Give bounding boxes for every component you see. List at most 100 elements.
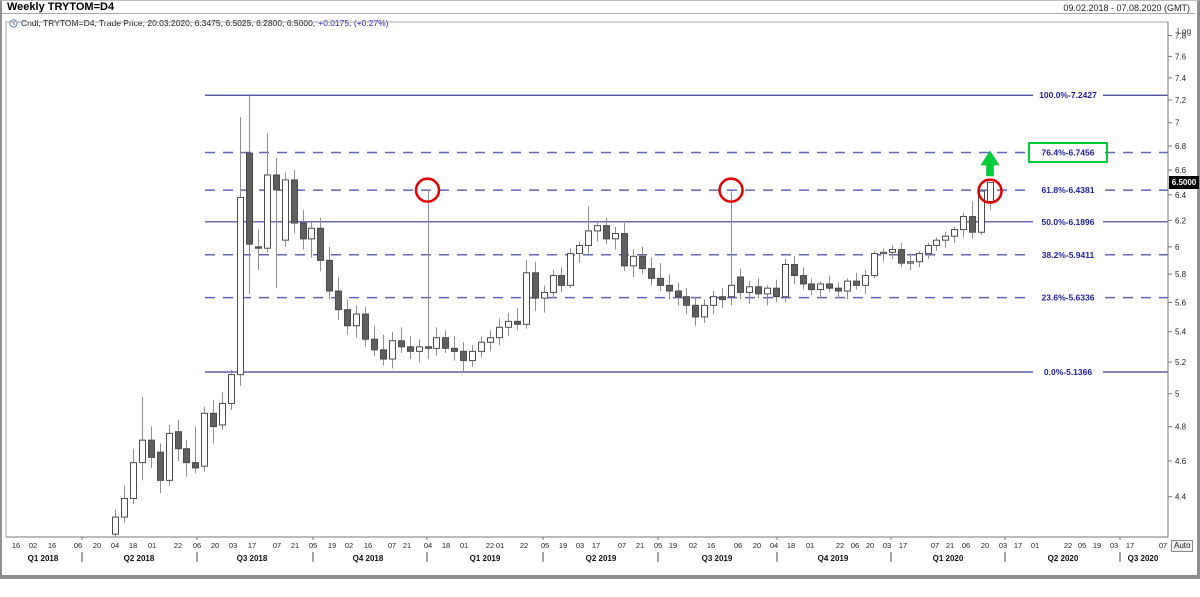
candle — [496, 326, 503, 339]
x-axis-tick-label: 02 — [345, 541, 353, 550]
fib-label-bg — [1033, 292, 1103, 303]
candle — [371, 338, 378, 351]
candle — [344, 309, 351, 327]
candle — [791, 264, 798, 277]
candle — [219, 402, 226, 426]
candle — [710, 296, 717, 306]
log-scale-label[interactable]: Log — [1177, 26, 1192, 36]
quarter-label: Q2 2020 — [1048, 554, 1079, 563]
legend-change-text: +0.0175; (+0.27%) — [318, 18, 389, 28]
fib-level-label: 23.6%-5.6336 — [1042, 293, 1095, 303]
x-axis-tick-label: 19 — [1093, 541, 1101, 550]
y-axis-tick-label: 7.4 — [1175, 74, 1187, 83]
auto-scale-button[interactable]: Auto — [1171, 540, 1194, 552]
candle — [862, 275, 869, 286]
candle — [933, 239, 940, 247]
x-axis-tick-label: 17 — [899, 541, 907, 550]
candle — [291, 179, 298, 224]
x-axis-tick-label: 02 — [689, 541, 697, 550]
x-axis-tick-label: 06 — [734, 541, 742, 550]
x-axis-tick-label: 01 — [806, 541, 814, 550]
fib-highlight-box — [1028, 142, 1108, 164]
x-axis-tick-label: 03 — [576, 541, 584, 550]
green-arrow-icon — [980, 150, 1000, 166]
candle — [621, 233, 628, 267]
candle — [987, 181, 994, 203]
candle — [808, 283, 815, 291]
candle — [532, 272, 539, 299]
x-axis-tick-label: 05 — [309, 541, 317, 550]
x-axis-tick-label: 07 — [388, 541, 396, 550]
y-axis-tick-label: 7.2 — [1175, 96, 1187, 105]
x-axis-tick-label: 21 — [291, 541, 299, 550]
candle — [612, 233, 619, 240]
red-circle-annotation — [414, 177, 441, 203]
x-axis-tick-label: 04 — [424, 541, 432, 550]
candle — [505, 320, 512, 328]
x-axis-tick-label: 03 — [229, 541, 237, 550]
candle — [782, 264, 789, 298]
fib-layer: 100.0%-7.2427 76.4%-6.7456 61.8%-6.4381 50.… — [205, 90, 1168, 378]
x-axis-tick-label: 22 — [520, 541, 528, 550]
quarter-label: Q2 2018 — [124, 554, 155, 563]
candle — [308, 227, 315, 240]
date-range-label: 09.02.2018 - 07.08.2020 (GMT) — [1063, 3, 1190, 13]
candle — [907, 261, 914, 264]
candle — [183, 448, 190, 464]
candle — [112, 516, 119, 535]
x-axis-tick-label: 01 — [496, 541, 504, 550]
candle — [237, 196, 244, 376]
x-axis-tick-label: 04 — [770, 541, 778, 550]
quarter-label: Q3 2020 — [1128, 554, 1159, 563]
x-axis-tick-label: 21 — [636, 541, 644, 550]
candle — [594, 225, 601, 232]
x-axis-tick-label: 03 — [999, 541, 1007, 550]
x-axis-tick-label: 18 — [787, 541, 795, 550]
candle — [210, 412, 217, 428]
y-axis-tick-label: 7 — [1175, 119, 1180, 128]
fib-level-label: 38.2%-5.9411 — [1042, 250, 1095, 260]
x-axis-tick-label: 03 — [1110, 541, 1118, 550]
fib-label-bg — [1033, 185, 1103, 196]
candle — [335, 290, 342, 311]
x-axis-tick-label: 22 — [174, 541, 182, 550]
candle — [550, 275, 557, 293]
x-axis-tick-label: 01 — [148, 541, 156, 550]
candle — [666, 284, 673, 292]
x-axis-tick-label: 06 — [962, 541, 970, 550]
fib-level-label: 50.0%-6.1896 — [1042, 217, 1095, 227]
x-axis-tick-label: 17 — [1014, 541, 1022, 550]
fib-level-label: 0.0%-5.1366 — [1044, 367, 1092, 377]
red-circle-annotation — [718, 177, 744, 203]
green-arrow-shaft — [986, 163, 994, 177]
x-axis-tick-label: 07 — [1159, 541, 1167, 550]
candle — [683, 296, 690, 306]
annotations-layer — [414, 150, 1003, 204]
candle — [960, 216, 967, 231]
title-separator — [2, 13, 1195, 14]
x-axis-tick-label: 17 — [592, 541, 600, 550]
candle — [567, 253, 574, 286]
x-axis-tick-label: 20 — [981, 541, 989, 550]
candle — [942, 235, 949, 241]
candle — [282, 179, 289, 241]
candle — [951, 229, 958, 237]
candle — [844, 280, 851, 292]
x-axis-tick-label: 06 — [851, 541, 859, 550]
candle — [478, 341, 485, 352]
x-axis-tick-label: 16 — [12, 541, 20, 550]
x-axis-tick-label: 03 — [883, 541, 891, 550]
x-axis-tick-label: 04 — [111, 541, 119, 550]
candle — [460, 350, 467, 362]
y-axis-tick-label: 6.8 — [1175, 142, 1187, 151]
candle — [746, 286, 753, 293]
quarter-label: Q1 2019 — [470, 554, 501, 563]
candle — [648, 268, 655, 279]
x-axis-tick-label: 19 — [669, 541, 677, 550]
candle — [380, 349, 387, 360]
quarter-label: Q3 2018 — [237, 554, 268, 563]
candle — [139, 439, 146, 464]
x-axis-tick-label: 06 — [193, 541, 201, 550]
y-axis-tick-label: 4.8 — [1175, 423, 1187, 432]
